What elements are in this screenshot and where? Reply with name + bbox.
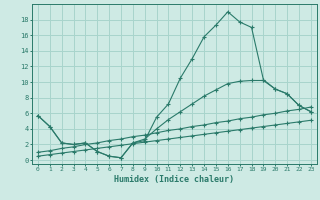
X-axis label: Humidex (Indice chaleur): Humidex (Indice chaleur) — [115, 175, 234, 184]
